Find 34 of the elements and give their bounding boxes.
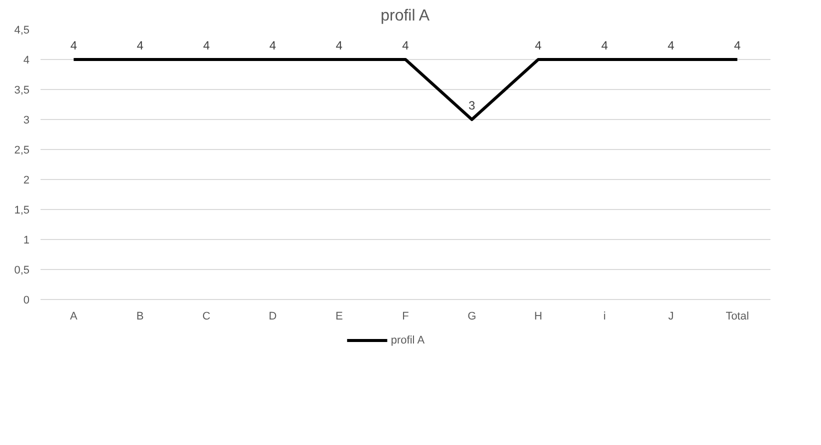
y-tick-label: 4,5	[14, 24, 30, 36]
x-tick-label: C	[202, 310, 210, 322]
data-label: 4	[336, 38, 343, 52]
x-tick-label: B	[136, 310, 144, 322]
x-tick-label: i	[603, 310, 606, 322]
chart-title: profil A	[380, 8, 430, 24]
data-label: 4	[734, 38, 741, 52]
data-label: 4	[136, 38, 144, 52]
x-tick-label: H	[534, 310, 542, 322]
y-tick-label: 0,5	[14, 264, 30, 276]
data-label: 4	[269, 38, 276, 52]
x-tick-label: F	[402, 310, 410, 322]
x-tick-label: Total	[726, 310, 749, 322]
data-label: 4	[70, 38, 78, 52]
legend-label: profil A	[390, 334, 426, 346]
y-tick-label: 1	[23, 234, 30, 246]
x-tick-label: J	[668, 310, 674, 322]
data-label: 4	[601, 38, 608, 52]
data-label: 4	[402, 38, 410, 52]
y-tick-label: 3,5	[14, 84, 30, 96]
data-label: 4	[668, 38, 675, 52]
data-label: 3	[468, 98, 476, 112]
y-tick-label: 3	[23, 114, 30, 126]
data-label: 4	[534, 38, 542, 52]
data-label: 4	[203, 38, 210, 52]
y-tick-label: 2	[23, 174, 30, 186]
y-tick-label: 0	[23, 294, 30, 306]
y-tick-label: 1,5	[14, 204, 30, 216]
x-tick-label: E	[335, 310, 343, 322]
x-tick-label: A	[70, 310, 78, 322]
x-tick-label: D	[268, 310, 277, 322]
y-tick-label: 4	[23, 54, 30, 66]
y-tick-label: 2,5	[14, 144, 30, 156]
x-tick-label: G	[468, 310, 476, 322]
